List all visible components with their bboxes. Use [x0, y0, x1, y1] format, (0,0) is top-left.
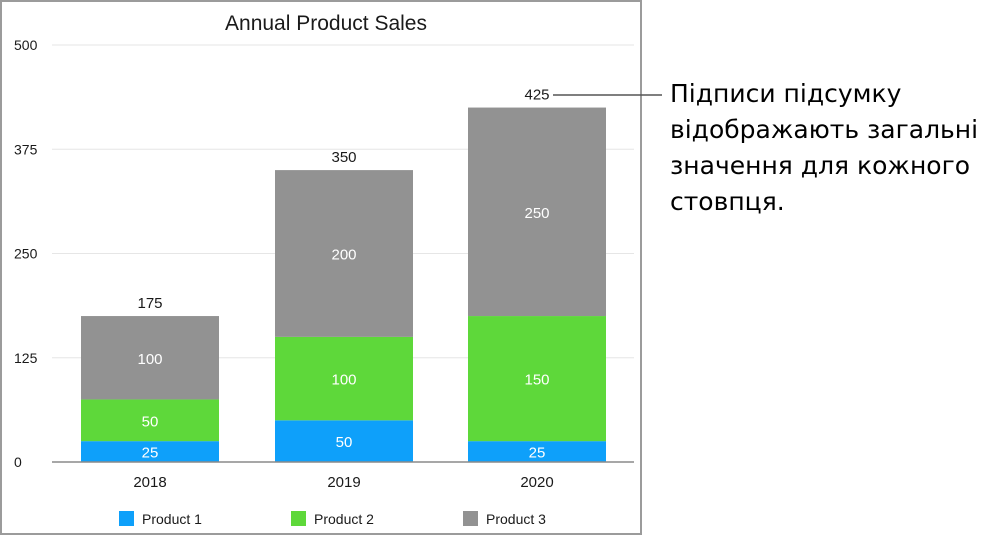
bar-segment — [468, 107, 606, 317]
bar-total-label: 425 — [524, 87, 549, 104]
bar-segment — [468, 441, 606, 462]
x-tick-label: 2020 — [520, 474, 553, 491]
bar-segment — [468, 316, 606, 442]
callout-line: Підписи підсумку — [670, 79, 902, 108]
legend-swatch — [291, 511, 306, 526]
bar-segment — [81, 441, 219, 462]
bar-value-label: 50 — [142, 413, 159, 430]
callout-text: Підписи підсумку відображають загальні з… — [670, 76, 995, 220]
legend-label: Product 3 — [486, 511, 546, 527]
legend-swatch — [463, 511, 478, 526]
bar-value-label: 250 — [524, 205, 549, 222]
chart-title: Annual Product Sales — [225, 12, 427, 35]
bar-segment — [81, 316, 219, 400]
y-tick-label: 375 — [14, 141, 38, 157]
bar-total-label: 350 — [331, 149, 356, 166]
legend-swatch — [119, 511, 134, 526]
bar-segment — [81, 399, 219, 442]
legend-label: Product 2 — [314, 511, 374, 527]
bar-value-label: 25 — [529, 445, 546, 462]
x-tick-label: 2019 — [327, 474, 360, 491]
bar-value-label: 100 — [331, 372, 356, 389]
y-tick-label: 250 — [14, 246, 38, 262]
bar-segment — [275, 420, 413, 462]
bars — [81, 107, 606, 462]
bar-total-label: 175 — [137, 295, 162, 312]
bar-value-label: 25 — [142, 445, 159, 462]
bar-value-label: 100 — [137, 351, 162, 368]
bar-segment — [275, 170, 413, 337]
x-tick-label: 2018 — [133, 474, 166, 491]
value-labels: 25 50 100 175 50 100 200 350 25 150 250 425 — [137, 87, 549, 462]
bar-value-label: 150 — [524, 372, 549, 389]
y-tick-label: 0 — [14, 454, 22, 470]
legend: Product 1 Product 2 Product 3 — [119, 511, 546, 527]
y-tick-label: 500 — [14, 37, 38, 53]
y-axis-ticks: 0 125 250 375 500 — [14, 37, 38, 470]
bar-value-label: 200 — [331, 247, 356, 264]
callout-line: відображають загальні — [670, 115, 979, 144]
callout-line: значення для кожного — [670, 151, 971, 180]
bar-segment — [275, 336, 413, 421]
bar-value-label: 50 — [336, 434, 353, 451]
callout-line: стовпця. — [670, 187, 785, 216]
legend-label: Product 1 — [142, 511, 202, 527]
x-axis-ticks: 2018 2019 2020 — [133, 474, 553, 491]
y-tick-label: 125 — [14, 350, 38, 366]
